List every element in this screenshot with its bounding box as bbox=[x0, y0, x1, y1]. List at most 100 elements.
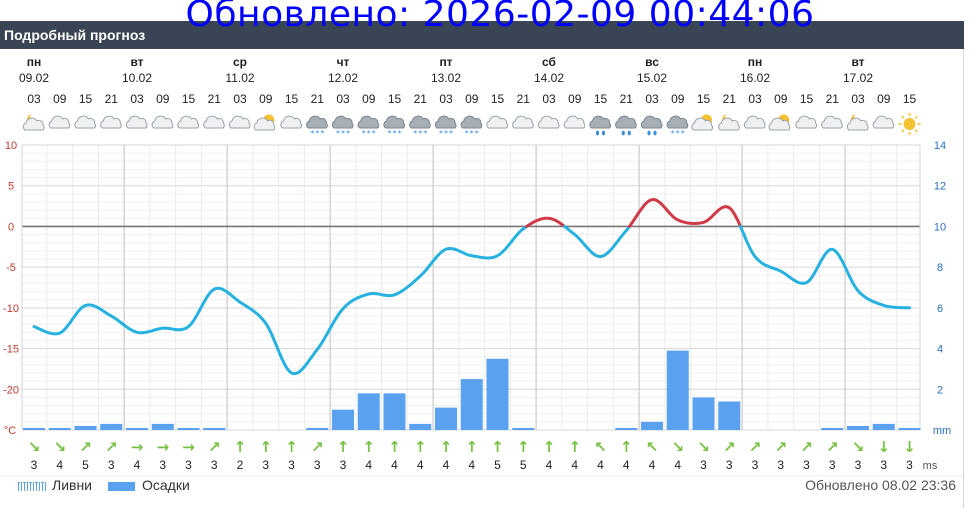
svg-text:*: * bbox=[372, 129, 376, 138]
hour-label: 15 bbox=[79, 92, 93, 106]
sunny-icon bbox=[898, 113, 921, 135]
wind-arrow-icon: ↑ bbox=[285, 438, 298, 456]
y-tick-right: 10 bbox=[934, 221, 946, 233]
svg-text:*: * bbox=[475, 129, 479, 138]
partly-cloudy-icon bbox=[691, 114, 714, 131]
day-name: сб bbox=[542, 55, 556, 69]
wind-speed: 3 bbox=[288, 458, 295, 472]
precip-bar bbox=[692, 397, 715, 430]
precip-bar bbox=[872, 423, 895, 430]
hour-label: 09 bbox=[259, 92, 273, 106]
wind-arrow-icon: ↓ bbox=[903, 438, 916, 456]
precip-bar bbox=[615, 427, 638, 430]
wind-arrow-icon: ↑ bbox=[620, 438, 633, 456]
day-date: 09.02 bbox=[19, 71, 49, 85]
day-date: 13.02 bbox=[431, 71, 461, 85]
legend-showers-swatch bbox=[18, 482, 46, 491]
hour-label: 09 bbox=[877, 92, 891, 106]
y-tick-left: 5 bbox=[8, 181, 14, 193]
y-tick-left: 10 bbox=[5, 140, 17, 152]
hour-label: 15 bbox=[800, 92, 814, 106]
svg-text:*: * bbox=[341, 129, 345, 138]
wind-speed: 3 bbox=[906, 458, 913, 472]
wind-speed: 3 bbox=[726, 458, 733, 472]
cloudy-icon bbox=[177, 115, 200, 129]
precip-bar bbox=[332, 409, 354, 430]
precip-bar bbox=[460, 379, 483, 430]
precip-bar bbox=[23, 427, 45, 430]
wind-speed: 4 bbox=[571, 458, 578, 472]
hour-label: 09 bbox=[568, 92, 582, 106]
wind-arrow-icon: ↖ bbox=[646, 438, 659, 456]
hour-label: 03 bbox=[439, 92, 453, 106]
wind-speed: 5 bbox=[494, 458, 501, 472]
temperature-line-above-zero bbox=[525, 216, 566, 228]
cloudy-icon bbox=[48, 115, 71, 129]
svg-text:*: * bbox=[671, 129, 675, 138]
cloudy-icon bbox=[203, 115, 225, 129]
wind-speed: 4 bbox=[468, 458, 475, 472]
snow-icon: * * * bbox=[383, 115, 406, 138]
wind-arrow-icon: ↑ bbox=[362, 438, 375, 456]
wind-arrow-icon: ↗ bbox=[800, 438, 813, 456]
partly-cloudy-night-icon bbox=[718, 114, 740, 131]
precip-bar bbox=[512, 427, 535, 430]
wind-arrow-icon: → bbox=[182, 438, 195, 456]
cloudy-icon bbox=[512, 115, 534, 129]
svg-text:*: * bbox=[413, 129, 417, 138]
day-date: 16.02 bbox=[740, 71, 770, 85]
wind-speed: 5 bbox=[520, 458, 527, 472]
cloudy-icon bbox=[125, 115, 148, 129]
wind-unit: ms bbox=[923, 460, 938, 472]
precip-bar bbox=[641, 421, 663, 430]
y-tick-left: 0 bbox=[8, 221, 14, 233]
cloudy-icon bbox=[743, 115, 766, 129]
temperature-line bbox=[32, 224, 529, 376]
cloudy-icon bbox=[872, 115, 895, 129]
wind-arrow-icon: ↗ bbox=[105, 438, 118, 456]
precip-bar bbox=[409, 423, 432, 430]
wind-speed: 3 bbox=[752, 458, 759, 472]
precip-bar bbox=[48, 427, 71, 430]
hour-label: 03 bbox=[233, 92, 247, 106]
frame-border bbox=[963, 49, 964, 508]
hour-label: 09 bbox=[362, 92, 376, 106]
wind-speed: 4 bbox=[623, 458, 630, 472]
wind-speed: 5 bbox=[82, 458, 89, 472]
svg-text:*: * bbox=[388, 129, 392, 138]
wind-speed: 3 bbox=[314, 458, 321, 472]
svg-text:*: * bbox=[362, 129, 366, 138]
hour-label: 09 bbox=[671, 92, 685, 106]
wind-arrow-icon: ↑ bbox=[414, 438, 427, 456]
svg-text:*: * bbox=[439, 129, 443, 138]
precip-bar bbox=[357, 393, 380, 430]
cloudy-icon bbox=[795, 115, 818, 129]
precip-bar bbox=[177, 427, 200, 430]
wind-speed: 4 bbox=[365, 458, 372, 472]
wind-arrow-icon: ↗ bbox=[208, 438, 221, 456]
wind-arrow-icon: ↘ bbox=[28, 438, 41, 456]
hour-label: 15 bbox=[697, 92, 711, 106]
cloudy-icon bbox=[74, 115, 97, 129]
hour-label: 21 bbox=[208, 92, 222, 106]
precip-bar bbox=[100, 423, 123, 430]
wind-arrow-icon: ↑ bbox=[259, 438, 272, 456]
y-tick-right: 8 bbox=[937, 262, 943, 274]
wind-speed: 3 bbox=[108, 458, 115, 472]
wind-speed: 3 bbox=[855, 458, 862, 472]
rain-icon bbox=[589, 115, 612, 136]
cloudy-icon bbox=[151, 115, 174, 129]
snow-icon: * * * bbox=[666, 115, 689, 138]
wind-arrow-icon: ↗ bbox=[749, 438, 762, 456]
day-name: пн bbox=[27, 55, 42, 69]
snow-icon: * * * bbox=[306, 115, 328, 138]
wind-arrow-icon: ↗ bbox=[826, 438, 839, 456]
hour-label: 03 bbox=[27, 92, 41, 106]
hour-label: 15 bbox=[903, 92, 917, 106]
precip-bar bbox=[151, 423, 174, 430]
y-tick-left: -5 bbox=[6, 262, 16, 274]
hour-label: 21 bbox=[826, 92, 840, 106]
temperature-line bbox=[739, 224, 911, 310]
day-name: пт bbox=[439, 55, 452, 69]
legend-precip-swatch bbox=[108, 482, 135, 491]
